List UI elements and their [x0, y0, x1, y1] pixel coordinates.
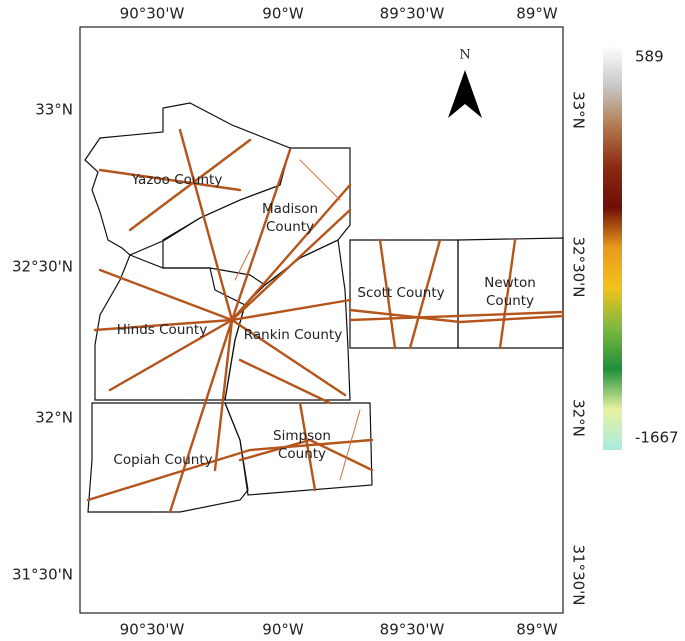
county-name: Simpson	[273, 428, 331, 444]
county-name: Rankin County	[244, 327, 342, 343]
latitude-label: 33°N	[570, 91, 588, 129]
longitude-label: 89°30'W	[380, 5, 445, 23]
latitude-label: 31°30'N	[570, 544, 588, 605]
longitude-label: 90°30'W	[120, 5, 185, 23]
north-arrow-shape	[448, 70, 482, 118]
county-name: County	[266, 219, 314, 235]
north-arrow: N	[448, 48, 482, 118]
colorbar	[603, 45, 622, 450]
longitude-label: 89°30'W	[380, 621, 445, 639]
county-name: Madison	[262, 201, 318, 217]
longitude-label: 89°W	[516, 5, 558, 23]
county-name: Scott County	[357, 285, 444, 301]
county-name: Yazoo County	[131, 172, 223, 188]
county-name: Copiah County	[113, 452, 212, 468]
county-boundaries	[84, 102, 564, 513]
latitude-label: 31°30'N	[12, 566, 73, 584]
latitude-label: 32°30'N	[570, 236, 588, 297]
longitude-label: 90°30'W	[120, 621, 185, 639]
county-name: Newton	[484, 275, 536, 291]
latitude-label: 33°N	[35, 101, 73, 119]
colorbar-min: -1667	[635, 429, 679, 447]
latitude-label: 32°N	[570, 399, 588, 437]
longitude-label: 89°W	[516, 621, 558, 639]
longitude-label: 90°W	[262, 621, 304, 639]
county-name: County	[486, 293, 534, 309]
county-name: Hinds County	[117, 322, 207, 338]
north-label: N	[459, 48, 470, 63]
county-name: County	[278, 446, 326, 462]
latitude-label: 32°30'N	[12, 258, 73, 276]
latitude-label: 32°N	[35, 409, 73, 427]
colorbar-max: 589	[635, 48, 664, 66]
longitude-label: 90°W	[262, 5, 304, 23]
roads	[86, 128, 565, 514]
